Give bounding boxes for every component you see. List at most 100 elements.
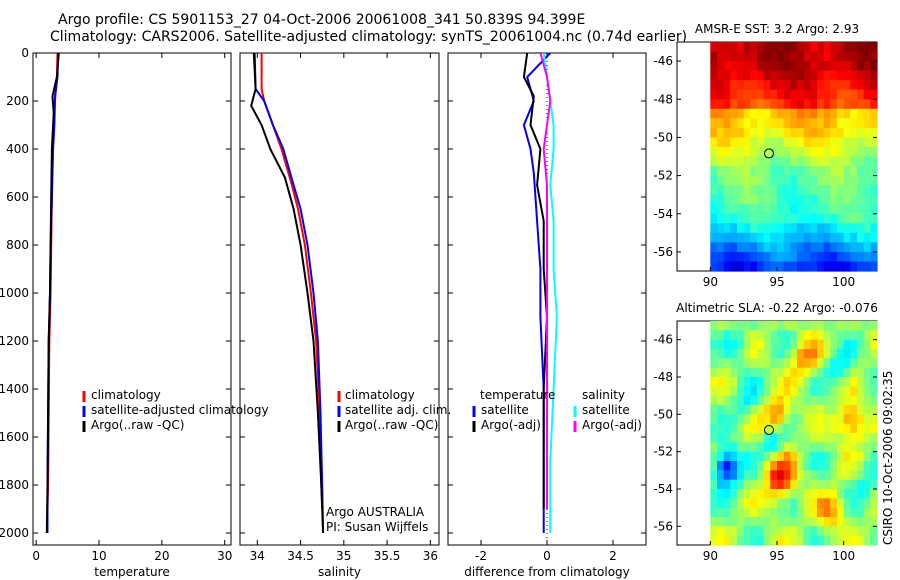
sla_map-field-cell	[737, 451, 745, 462]
sla_map-field-cell	[783, 414, 791, 425]
sla_map-field-cell	[743, 423, 751, 434]
sla_map-field-cell	[863, 498, 871, 509]
sst_map-field-cell	[810, 127, 818, 138]
sst_map-field-cell	[857, 70, 865, 81]
sst_map-field-cell	[737, 251, 745, 262]
sst_map-field-cell	[743, 185, 751, 196]
difference-legend-salinity-title: salinity	[582, 388, 625, 402]
sst_map-field	[710, 42, 878, 272]
sst_map-field-cell	[723, 51, 731, 62]
sst_map-field-cell	[737, 70, 745, 81]
sla_map-field-cell	[717, 517, 725, 527]
sst_map-field-cell	[823, 261, 831, 272]
sla_map-field-cell	[777, 349, 785, 359]
sla_map-field-cell	[710, 395, 718, 406]
sla_map-field-cell	[837, 349, 845, 359]
sst_map-field-cell	[763, 204, 771, 215]
sla_map-field-cell	[757, 526, 765, 537]
sla_map-field-cell	[757, 367, 765, 378]
sla_map-field-cell	[770, 339, 778, 350]
sla_map-field-cell	[743, 526, 751, 537]
sst_map-field-cell	[710, 194, 718, 205]
sla_map-field-cell	[850, 507, 858, 518]
sla_map-field-cell	[870, 433, 878, 443]
sla_map-field-cell	[783, 479, 791, 490]
sla_map-field-cell	[810, 535, 818, 546]
sst_map-field-cell	[750, 147, 758, 158]
sla_map-field-cell	[777, 377, 785, 387]
sla_map-field-cell	[857, 507, 865, 518]
sla_map-field-cell	[777, 535, 785, 546]
sst_map-field-cell	[850, 194, 858, 205]
sst_map-field-cell	[803, 61, 811, 72]
sla_map-field-cell	[783, 526, 791, 537]
sla_map-field-cell	[770, 321, 778, 331]
sst_map-field-cell	[810, 223, 818, 234]
sst_map-field-cell	[743, 127, 751, 138]
sla_map-field-cell	[710, 423, 718, 434]
sst_map-field-cell	[837, 42, 845, 53]
sla_map-field-cell	[717, 386, 725, 397]
temperature-xtick-label: 30	[217, 549, 232, 563]
sla_map-field-cell	[717, 377, 725, 387]
sst_map-field-cell	[743, 137, 751, 148]
sla_map-field-cell	[710, 479, 718, 490]
sla_map-field-cell	[797, 479, 805, 490]
sla_map-field-cell	[797, 423, 805, 434]
sla_map-field-cell	[763, 507, 771, 518]
sst_map-field-cell	[770, 137, 778, 148]
sst_map-field-cell	[817, 251, 825, 262]
sla_map-field-cell	[730, 349, 738, 359]
sla_map-field-cell	[723, 479, 731, 490]
sst_map-field-cell	[743, 194, 751, 205]
sla_map-field-cell	[823, 442, 831, 453]
sst_map-field-cell	[783, 70, 791, 81]
sst_map-field-cell	[717, 118, 725, 129]
sst_map-field-cell	[803, 194, 811, 205]
sla_map-field-cell	[823, 451, 831, 462]
sla_map-field-cell	[750, 321, 758, 331]
sst_map-field-cell	[823, 242, 831, 253]
sla_map-field-cell	[857, 358, 865, 369]
sla_map-field-cell	[777, 461, 785, 471]
sst_map-field-cell	[790, 127, 798, 138]
sst_map-field-cell	[770, 213, 778, 224]
sst_map-field-cell	[843, 242, 851, 253]
sla_map-field-cell	[737, 339, 745, 350]
sst_map-field-cell	[730, 251, 738, 262]
sst_map-field-cell	[843, 108, 851, 119]
sla_map-field-cell	[777, 358, 785, 369]
sst_map-field-cell	[790, 251, 798, 262]
sla_map-field-cell	[717, 330, 725, 341]
sst_map-field-cell	[843, 185, 851, 196]
sla_map-field-cell	[763, 414, 771, 425]
sla_map-field-cell	[763, 377, 771, 387]
sla_map-field-cell	[850, 535, 858, 546]
sst_map-field-cell	[803, 70, 811, 81]
sla_map-field-cell	[843, 526, 851, 537]
sla_map-field-cell	[803, 386, 811, 397]
sst_map-field-cell	[770, 108, 778, 119]
sla_map-field-cell	[723, 386, 731, 397]
sla_map-field-cell	[837, 470, 845, 481]
sla_map-field-cell	[843, 461, 851, 471]
sla_map-field-cell	[837, 395, 845, 406]
sst_map-field-cell	[843, 127, 851, 138]
sst_map-field-cell	[743, 166, 751, 177]
sla_map-field-cell	[777, 526, 785, 537]
sla_map-field-cell	[770, 451, 778, 462]
sla_map-field-cell	[757, 461, 765, 471]
sst_map-field-cell	[843, 99, 851, 110]
sst_map-field-cell	[843, 42, 851, 53]
sla_map-field-cell	[763, 470, 771, 481]
sst_map-field-cell	[843, 223, 851, 234]
sst_map-field-cell	[757, 118, 765, 129]
sla_map-field-cell	[797, 349, 805, 359]
sst_map-field-cell	[717, 166, 725, 177]
sst_map-field-cell	[803, 232, 811, 243]
sst_map-ytick-label: -56	[653, 245, 673, 259]
sla_map-title: Altimetric SLA: -0.22 Argo: -0.076	[676, 301, 878, 315]
sst_map-field-cell	[717, 42, 725, 53]
sla_map-field-cell	[777, 442, 785, 453]
sla_map-field-cell	[837, 339, 845, 350]
